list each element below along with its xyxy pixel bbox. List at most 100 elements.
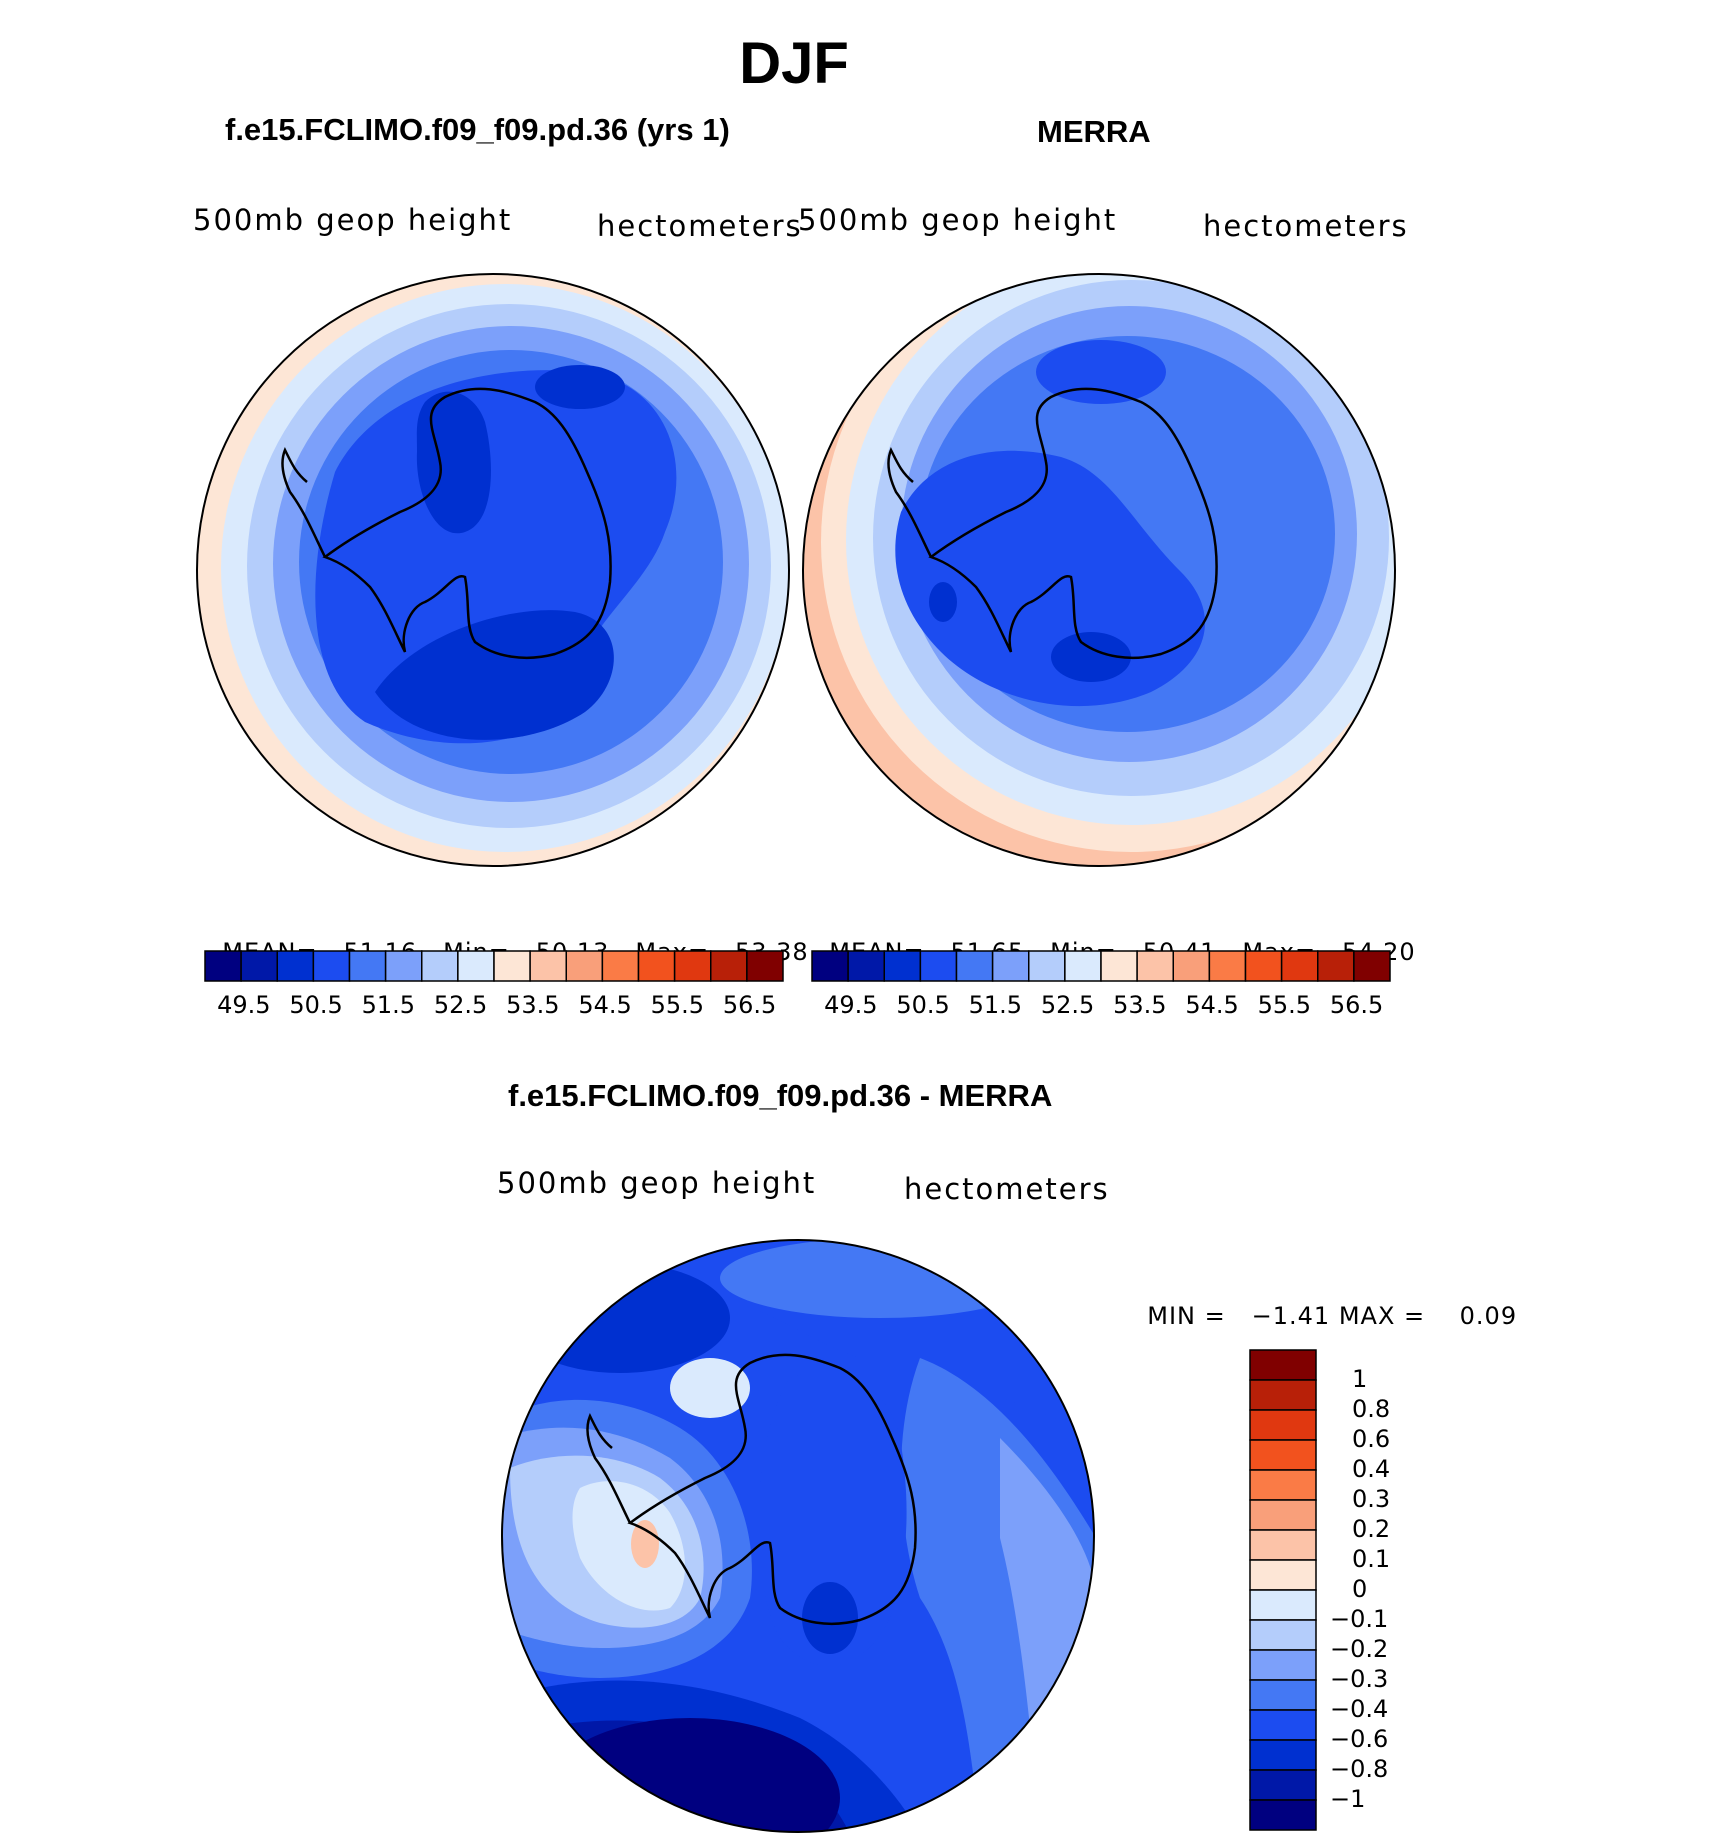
diff-colorbar-box [1249, 1649, 1317, 1681]
diff-colorbar-tick-label: −0.8 [1330, 1755, 1389, 1783]
diff-map [501, 1239, 1095, 1833]
diff-colorbar-box [1249, 1409, 1317, 1441]
diff-colorbar-box [1249, 1679, 1317, 1711]
model-fill-505-c [535, 365, 625, 409]
diff-colorbar-box [1249, 1379, 1317, 1411]
diff-colorbar-tick-label: 0.8 [1352, 1395, 1391, 1423]
diff-colorbar-tick-label: −1 [1330, 1785, 1366, 1813]
model-colorbar-box [493, 950, 531, 982]
obs-colorbar-tick-label: 49.5 [824, 991, 878, 1019]
obs-colorbar-box [1208, 950, 1247, 982]
obs-colorbar-box [811, 950, 849, 982]
diff-colorbar-box [1249, 1739, 1317, 1771]
diff-colorbar-box [1249, 1529, 1317, 1561]
diff-fill-east-low [802, 1582, 858, 1654]
model-colorbar-box [710, 950, 748, 982]
diff-units-label: hectometers [904, 1172, 1110, 1206]
model-colorbar-box [746, 950, 784, 982]
diff-colorbar-tick-label: −0.4 [1330, 1695, 1389, 1723]
model-colorbar-box [421, 950, 459, 982]
obs-peninsula-outline [887, 446, 933, 558]
obs-fill-515 [895, 450, 1205, 707]
main-title: DJF [739, 31, 849, 96]
obs-colorbar-tick-label: 55.5 [1257, 991, 1312, 1019]
model-colorbar-box [601, 950, 640, 982]
model-colorbar-tick-label: 49.5 [217, 991, 271, 1019]
diff-colorbar-tick-label: 0 [1352, 1575, 1368, 1603]
model-colorbar-tick-label: 51.5 [361, 991, 416, 1019]
obs-globe-border [802, 273, 1396, 867]
model-colorbar-box [204, 950, 242, 982]
obs-colorbar-box [1280, 950, 1319, 982]
model-map [196, 273, 790, 867]
model-colorbar-tick-label: 55.5 [650, 991, 705, 1019]
diff-colorbar-box [1249, 1619, 1317, 1651]
obs-map [802, 273, 1396, 867]
diff-colorbar-tick-label: −0.3 [1330, 1665, 1389, 1693]
model-colorbar-box [312, 950, 351, 982]
diff-colorbar-tick-label: 0.6 [1352, 1425, 1391, 1453]
diff-fill-south3 [540, 1718, 840, 1832]
model-colorbar-tick-label: 54.5 [578, 991, 632, 1019]
model-colorbar-box [673, 950, 712, 982]
obs-colorbar-box [919, 950, 958, 982]
obs-panel-title: MERRA [1037, 114, 1151, 149]
diff-min-value: −1.41 [1251, 1302, 1331, 1330]
diff-colorbar-tick-label: 0.4 [1352, 1455, 1391, 1483]
model-colorbar-box [348, 950, 387, 982]
diff-colorbar-tick-label: 1 [1352, 1365, 1368, 1393]
obs-colorbar-box [955, 950, 994, 982]
diff-fill-ring-upper [670, 1358, 750, 1418]
diff-colorbar-tick-label: −0.6 [1330, 1725, 1389, 1753]
diff-colorbar-box [1249, 1439, 1317, 1471]
diff-colorbar-box [1249, 1349, 1317, 1381]
diff-colorbar-box [1249, 1589, 1317, 1621]
obs-colorbar [811, 950, 1391, 982]
model-colorbar-box [637, 950, 676, 982]
obs-colorbar-tick-label: 50.5 [896, 991, 950, 1019]
model-colorbar-ticks: 49.5 50.5 51.5 52.5 53.5 54.5 55.5 56.5 [205, 991, 783, 1021]
diff-variable-label: 500mb geop height [497, 1166, 817, 1200]
obs-colorbar-box [1064, 950, 1102, 982]
model-colorbar-box [384, 950, 423, 982]
diff-fill-left-ring4 [572, 1481, 685, 1611]
diff-max-value: 0.09 [1459, 1302, 1518, 1330]
obs-colorbar-tick-label: 53.5 [1113, 991, 1167, 1019]
obs-colorbar-box [883, 950, 922, 982]
diff-fill-topleft [510, 1263, 730, 1373]
diff-fill-positive [631, 1520, 659, 1568]
model-colorbar-tick-label: 52.5 [433, 991, 488, 1019]
model-colorbar-tick-label: 56.5 [722, 991, 777, 1019]
diff-colorbar [1249, 1349, 1317, 1831]
diff-globe-border [501, 1239, 1095, 1833]
obs-colorbar-box [847, 950, 885, 982]
obs-units-label: hectometers [1203, 209, 1409, 243]
model-globe-border [196, 273, 790, 867]
diff-max-label: MAX = [1338, 1302, 1426, 1330]
obs-colorbar-box [1100, 950, 1138, 982]
diff-colorbar-tick-label: 0.2 [1352, 1515, 1391, 1543]
diff-colorbar-tick-label: −0.1 [1330, 1605, 1389, 1633]
obs-colorbar-box [1353, 950, 1391, 982]
obs-colorbar-tick-label: 56.5 [1329, 991, 1384, 1019]
model-colorbar-box [240, 950, 278, 982]
model-panel-title: f.e15.FCLIMO.f09_f09.pd.36 (yrs 1) [225, 112, 730, 147]
obs-colorbar-box [1136, 950, 1174, 982]
obs-antarctica-outline [928, 387, 1218, 660]
obs-colorbar-ticks: 49.5 50.5 51.5 52.5 53.5 54.5 55.5 56.5 [812, 991, 1390, 1021]
diff-colorbar-ticks: 1 0.8 0.6 0.4 0.3 0.2 0.1 0 −0.1 −0.2 −0.3 −0.4 −0.6… [1330, 1350, 1450, 1830]
model-colorbar-box [276, 950, 315, 982]
diff-fill-east-land [758, 1371, 907, 1666]
diff-fill-topband [720, 1240, 1040, 1318]
diff-colorbar-box [1249, 1559, 1317, 1591]
obs-colorbar-box [1028, 950, 1066, 982]
diff-colorbar-box [1249, 1709, 1317, 1741]
model-colorbar [204, 950, 784, 982]
diff-colorbar-tick-label: 0.3 [1352, 1485, 1391, 1513]
diff-antarctica-outline [627, 1353, 917, 1626]
model-fill-505-a [375, 610, 614, 740]
obs-colorbar-box [1244, 950, 1283, 982]
model-fill-505-b [416, 391, 491, 534]
obs-colorbar-tick-label: 54.5 [1185, 991, 1239, 1019]
obs-colorbar-box [991, 950, 1030, 982]
